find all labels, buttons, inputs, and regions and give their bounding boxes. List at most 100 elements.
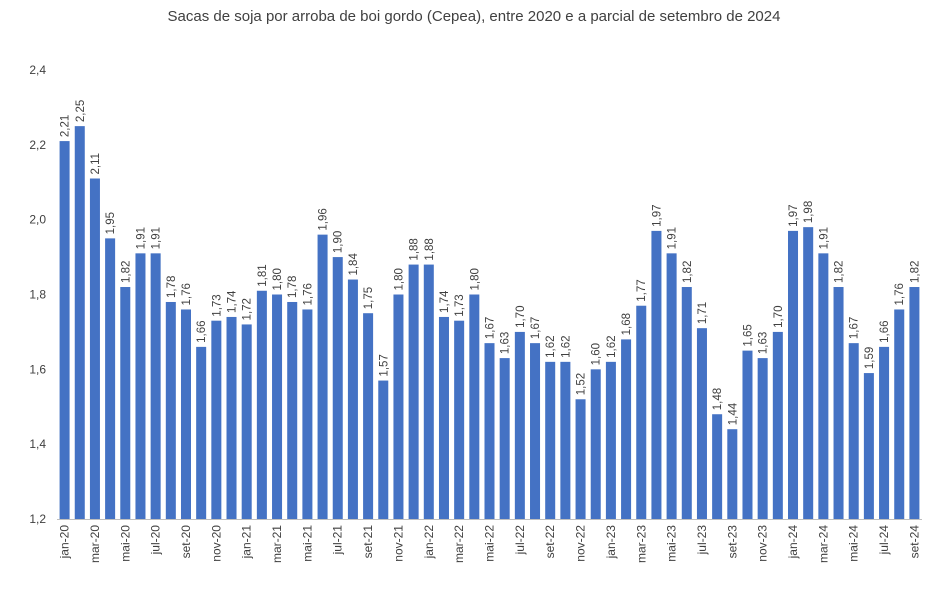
- bar: [863, 373, 874, 519]
- data-label: 1,62: [606, 335, 618, 357]
- x-tick-label: nov-22: [574, 525, 588, 562]
- data-label: 1,80: [469, 268, 481, 290]
- bar: [560, 361, 571, 519]
- bar: [256, 290, 267, 519]
- bar: [241, 324, 252, 519]
- data-label: 1,82: [909, 261, 921, 283]
- bar: [287, 301, 298, 519]
- data-label: 1,90: [333, 231, 345, 253]
- data-label: 1,67: [849, 317, 861, 339]
- data-label: 1,70: [515, 306, 527, 328]
- data-label: 1,88: [409, 238, 421, 260]
- x-tick-label: set-23: [725, 525, 739, 559]
- data-label: 1,73: [211, 294, 223, 316]
- data-label: 1,97: [788, 205, 800, 227]
- bar: [681, 287, 692, 519]
- data-label: 1,78: [287, 276, 299, 298]
- data-label: 1,67: [485, 317, 497, 339]
- x-tick-label: set-22: [543, 525, 557, 559]
- x-tick-label: jan-24: [786, 525, 800, 560]
- data-label: 1,72: [242, 298, 254, 320]
- x-tick-label: jan-20: [58, 525, 72, 560]
- bar: [636, 305, 647, 519]
- x-tick-label: nov-21: [391, 525, 405, 562]
- data-label: 1,57: [378, 354, 390, 376]
- data-label: 1,97: [651, 205, 663, 227]
- data-label: 1,67: [530, 317, 542, 339]
- bar: [74, 126, 85, 519]
- bar: [423, 264, 434, 519]
- bar: [196, 346, 207, 519]
- bar: [894, 309, 905, 519]
- bar: [742, 350, 753, 519]
- bar: [105, 238, 116, 519]
- data-label: 1,71: [697, 302, 709, 324]
- bar: [347, 279, 358, 519]
- x-tick-label: mai-24: [847, 525, 861, 562]
- x-tick-label: mai-23: [665, 525, 679, 562]
- data-label: 1,68: [621, 313, 633, 335]
- data-label: 1,91: [151, 227, 163, 249]
- bar: [803, 227, 814, 519]
- bar: [89, 178, 100, 519]
- data-label: 1,59: [864, 347, 876, 369]
- bar: [696, 328, 707, 519]
- x-tick-label: set-24: [907, 525, 921, 559]
- x-tick-label: jan-23: [604, 525, 618, 560]
- bar: [317, 234, 328, 519]
- x-tick-label: mar-22: [452, 525, 466, 563]
- bar: [469, 294, 480, 519]
- bar: [211, 320, 222, 519]
- bar: [135, 253, 146, 519]
- bar: [302, 309, 313, 519]
- x-tick-label: jul-20: [149, 525, 163, 556]
- data-label: 1,82: [682, 261, 694, 283]
- bar: [363, 313, 374, 519]
- data-label: 1,95: [105, 212, 117, 234]
- x-tick-label: jul-23: [695, 525, 709, 556]
- data-label: 2,21: [60, 115, 72, 137]
- x-tick-label: mai-20: [118, 525, 132, 562]
- data-label: 1,73: [454, 294, 466, 316]
- x-tick-label: jul-24: [877, 525, 891, 556]
- data-label: 1,63: [500, 332, 512, 354]
- y-tick-label: 2,2: [29, 138, 46, 152]
- x-tick-label: mar-24: [816, 525, 830, 563]
- y-tick-label: 2,4: [29, 63, 46, 77]
- data-label: 1,82: [834, 261, 846, 283]
- x-tick-label: set-20: [179, 525, 193, 559]
- bar: [879, 346, 890, 519]
- data-label: 1,48: [712, 388, 724, 410]
- bar: [120, 287, 131, 519]
- chart-title: Sacas de soja por arroba de boi gordo (C…: [167, 8, 781, 25]
- data-label: 1,62: [560, 335, 572, 357]
- data-label: 1,60: [591, 343, 603, 365]
- x-tick-label: mar-21: [270, 525, 284, 563]
- bar: [545, 361, 556, 519]
- bar: [590, 369, 601, 519]
- data-label: 1,84: [348, 253, 360, 276]
- bar: [180, 309, 191, 519]
- data-label: 1,65: [742, 324, 754, 346]
- data-label: 1,96: [318, 208, 330, 230]
- bar: [651, 230, 662, 519]
- bar: [499, 358, 510, 519]
- data-label: 1,74: [227, 290, 239, 313]
- data-label: 1,66: [196, 320, 208, 342]
- bar: [484, 343, 495, 519]
- x-tick-label: mar-20: [88, 525, 102, 563]
- y-tick-label: 2,0: [29, 213, 46, 227]
- data-label: 1,77: [636, 279, 648, 301]
- bar: [530, 343, 541, 519]
- data-label: 1,91: [667, 227, 679, 249]
- bar: [514, 331, 525, 519]
- bar: [621, 339, 632, 519]
- x-tick-label: jul-21: [331, 525, 345, 556]
- bar: [712, 414, 723, 519]
- data-label: 1,76: [181, 283, 193, 305]
- bar: [226, 316, 237, 519]
- x-tick-label: jul-22: [513, 525, 527, 556]
- bar: [848, 343, 859, 519]
